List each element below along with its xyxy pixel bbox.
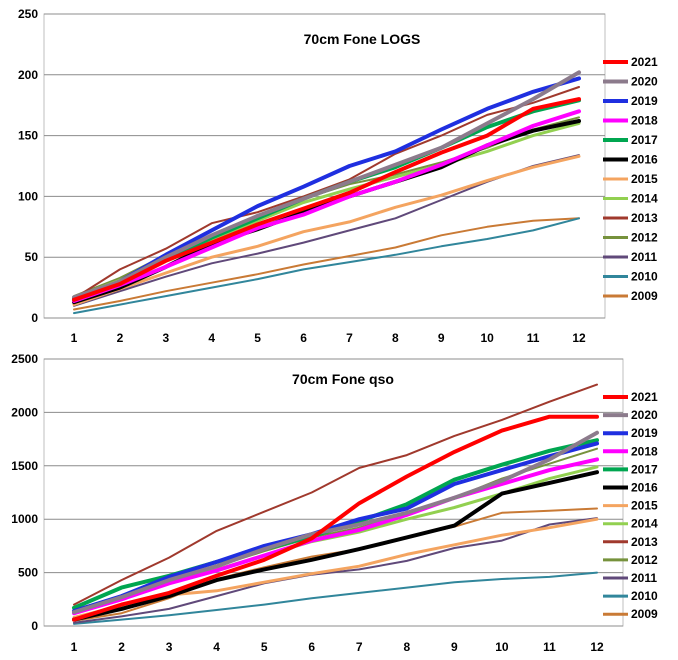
legend-label-2013: 2013 (631, 535, 658, 549)
legend-label-2012: 2012 (631, 553, 658, 567)
chart-panel-logs: 70cm Fone LOGS 0 50 100 150 200 250 1 2 3 4 5 6 7 8 9 1… (17, 7, 659, 345)
legend-label-2014: 2014 (631, 517, 658, 531)
legend-label-2012: 2012 (631, 231, 658, 245)
x-tick-label: 6 (300, 331, 307, 345)
series-line-2010 (73, 571, 598, 625)
series-line-2018 (72, 457, 599, 616)
x-tick-label: 10 (495, 640, 509, 654)
series-line-2020 (72, 430, 599, 615)
x-tick-label: 11 (527, 331, 540, 345)
legend-label-2016: 2016 (631, 481, 658, 495)
series-line-2016 (72, 470, 599, 622)
x-tick-label: 9 (451, 640, 458, 654)
series-line-2021 (72, 97, 581, 302)
x-tick-label: 6 (308, 640, 315, 654)
legend-label-2019: 2019 (631, 426, 658, 440)
series-line-2021 (72, 414, 599, 622)
legend-label-2019: 2019 (631, 94, 658, 108)
legend-label-2018: 2018 (631, 114, 658, 128)
x-tick-label: 11 (543, 640, 556, 654)
x-tick-label: 10 (481, 331, 495, 345)
x-tick-label: 5 (261, 640, 268, 654)
legend-label-2021: 2021 (631, 390, 658, 404)
series-line-2013 (73, 383, 598, 606)
x-tick-label: 1 (71, 331, 78, 345)
y-tick-label: 2000 (11, 405, 38, 419)
series-line-2018 (72, 109, 581, 303)
legend-label-2016: 2016 (631, 153, 658, 167)
legend-label-2013: 2013 (631, 211, 658, 225)
legend-label-2020: 2020 (631, 408, 658, 422)
x-tick-label: 5 (254, 331, 261, 345)
x-tick-label: 4 (213, 640, 220, 654)
y-tick-label: 150 (18, 129, 38, 143)
legend-label-2009: 2009 (631, 607, 658, 621)
legend-label-2017: 2017 (631, 133, 658, 147)
x-tick-label: 7 (356, 640, 363, 654)
series-line-2019 (72, 441, 599, 613)
x-tick-label: 1 (71, 640, 78, 654)
x-tick-label: 7 (346, 331, 353, 345)
y-tick-label: 250 (18, 7, 38, 21)
y-tick-label: 1500 (11, 459, 38, 473)
x-tick-label: 8 (392, 331, 399, 345)
plot-area (43, 13, 606, 319)
y-tick-label: 50 (25, 250, 39, 264)
legend-label-2010: 2010 (631, 589, 658, 603)
x-tick-label: 9 (438, 331, 445, 345)
x-tick-label: 12 (572, 331, 586, 345)
x-tick-label: 12 (590, 640, 604, 654)
series-line-2011 (73, 517, 598, 624)
chart-title: 70cm Fone LOGS (304, 31, 421, 47)
x-tick-label: 3 (166, 640, 173, 654)
x-tick-label: 4 (208, 331, 215, 345)
legend-label-2020: 2020 (631, 75, 658, 89)
series-line-2013 (73, 86, 580, 300)
y-tick-label: 2500 (11, 352, 38, 366)
y-tick-label: 0 (31, 311, 38, 325)
legend-label-2009: 2009 (631, 289, 658, 303)
chart-title: 70cm Fone qso (292, 371, 394, 387)
series-line-2009 (73, 217, 580, 311)
y-tick-label: 1000 (11, 512, 38, 526)
y-tick-label: 100 (18, 189, 38, 203)
series-line-2010 (73, 217, 580, 315)
x-tick-label: 2 (118, 640, 125, 654)
series-line-2015 (72, 154, 581, 307)
y-tick-label: 200 (18, 68, 38, 82)
x-tick-label: 2 (117, 331, 124, 345)
legend-label-2017: 2017 (631, 462, 658, 476)
legend-label-2021: 2021 (631, 55, 658, 69)
x-tick-label: 3 (162, 331, 169, 345)
y-tick-label: 0 (31, 619, 38, 633)
y-tick-label: 500 (18, 566, 38, 580)
legend-label-2015: 2015 (631, 499, 658, 513)
legend-label-2011: 2011 (631, 571, 657, 585)
x-tick-label: 8 (403, 640, 410, 654)
legend-label-2018: 2018 (631, 444, 658, 458)
legend-label-2011: 2011 (631, 250, 657, 264)
legend-label-2015: 2015 (631, 172, 658, 186)
legend-label-2014: 2014 (631, 192, 658, 206)
legend-label-2010: 2010 (631, 270, 658, 284)
series-line-2020 (72, 70, 581, 300)
chart-panel-qso: 70cm Fone qso 0 500 1000 1500 2000 2500 1 2 3 4 5 6… (0, 349, 678, 660)
